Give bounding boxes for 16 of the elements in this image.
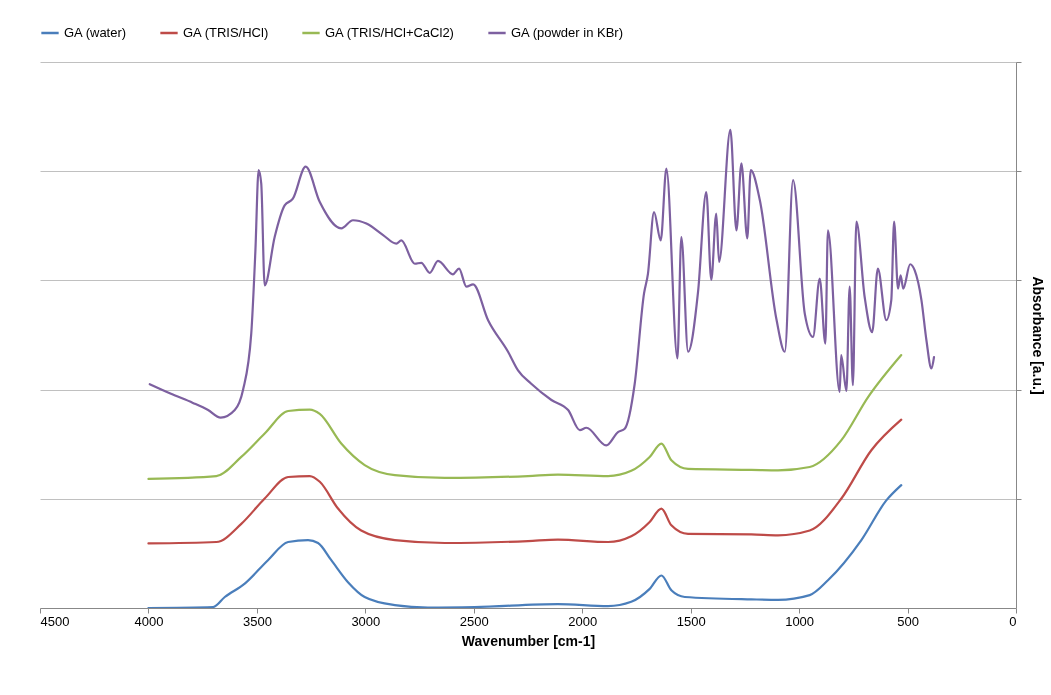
x-tick-label: 0 (1009, 613, 1017, 629)
x-axis-title: Wavenumber [cm-1] (461, 632, 596, 649)
x-tick-label: 1000 (785, 613, 815, 629)
y-axis-title: Absorbance [a.u.] (1030, 276, 1046, 395)
x-tick-label: 3500 (242, 613, 272, 629)
legend-label: GA (TRIS/HCl) (183, 25, 269, 40)
x-tick-label: 2000 (568, 613, 598, 629)
x-tick-label: 4500 (40, 613, 70, 629)
x-tick-label: 4000 (134, 613, 164, 629)
legend-label: GA (powder in KBr) (511, 25, 623, 40)
legend-label: GA (TRIS/HCl+CaCl2) (325, 25, 454, 40)
x-tick-label: 1500 (676, 613, 706, 629)
legend-label: GA (water) (64, 25, 127, 40)
x-tick-label: 3000 (351, 613, 381, 629)
x-tick-label: 500 (897, 613, 919, 629)
x-tick-label: 2500 (459, 613, 489, 629)
